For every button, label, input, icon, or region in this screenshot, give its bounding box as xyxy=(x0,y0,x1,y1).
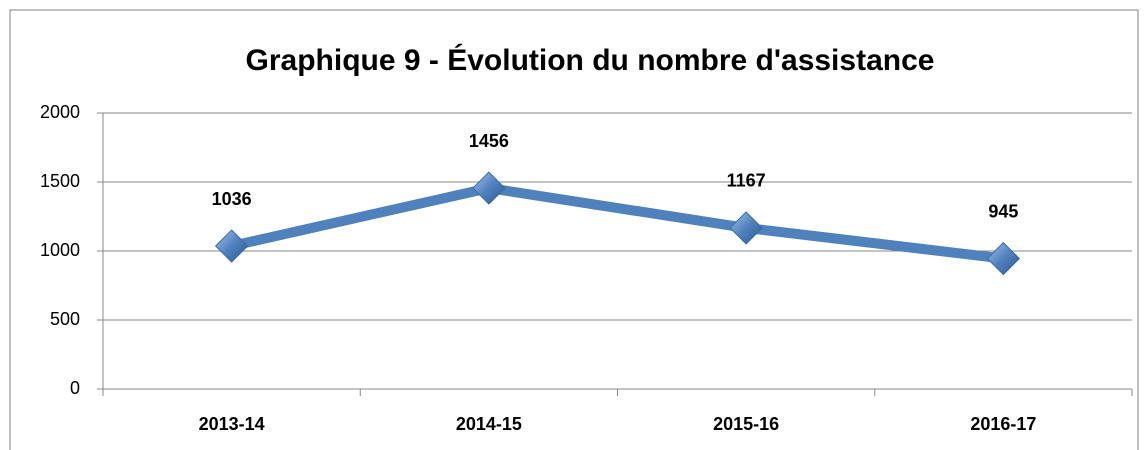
x-tick-label: 2016-17 xyxy=(970,414,1036,434)
data-label: 945 xyxy=(988,201,1018,221)
chart-border xyxy=(9,9,1139,450)
marker xyxy=(472,171,506,205)
series-line xyxy=(230,183,1004,264)
y-tick-label: 0 xyxy=(70,378,80,398)
marker xyxy=(986,241,1021,276)
marker xyxy=(214,229,249,263)
y-tick-label: 1000 xyxy=(40,240,80,260)
x-tick-label: 2013-14 xyxy=(199,414,265,434)
data-label: 1167 xyxy=(727,171,766,191)
x-tick-label: 2014-15 xyxy=(456,414,522,434)
y-tick-label: 2000 xyxy=(40,102,80,122)
data-label: 1036 xyxy=(212,189,252,209)
data-label: 1456 xyxy=(469,131,509,151)
y-tick-label: 1500 xyxy=(40,171,80,191)
y-tick-label: 500 xyxy=(50,309,80,329)
x-tick-label: 2015-16 xyxy=(713,414,779,434)
chart-title: Graphique 9 - Évolution du nombre d'assi… xyxy=(246,43,935,77)
marker xyxy=(729,211,763,245)
